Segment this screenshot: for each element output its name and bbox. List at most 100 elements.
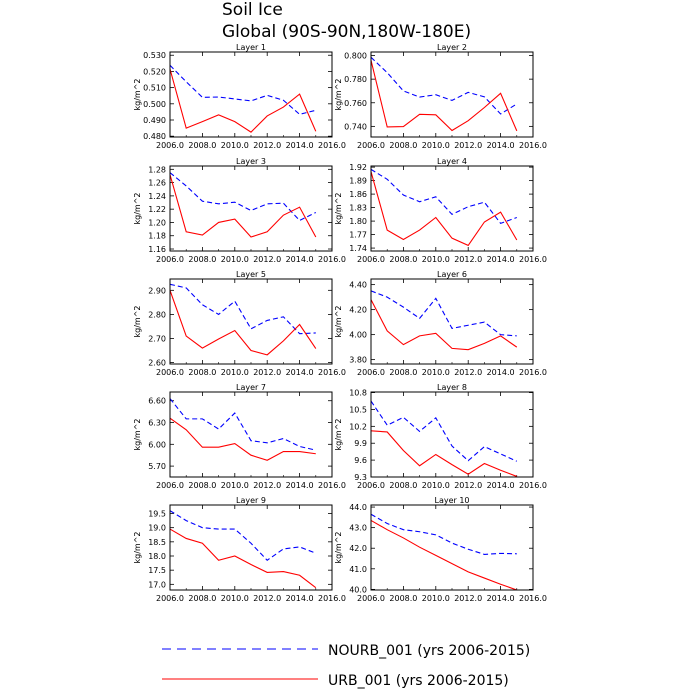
- y-tick-label: 17.5: [148, 566, 166, 575]
- x-tick-label: 2008.0: [188, 594, 216, 603]
- y-tick-label: 1.28: [148, 165, 166, 174]
- x-tick-label: 2016.0: [318, 368, 346, 377]
- x-tick-label: 2016.0: [519, 594, 547, 603]
- x-tick-label: 2014.0: [487, 368, 515, 377]
- x-tick-label: 2010.0: [221, 368, 249, 377]
- x-tick-label: 2014.0: [487, 481, 515, 490]
- y-tick-label: 0.480: [143, 132, 166, 141]
- x-tick-label: 2012.0: [454, 481, 482, 490]
- y-tick-label: 6.00: [148, 440, 166, 449]
- panel-layer-4: Layer 4 kg/m^2 2006.0 2008.0 2010.0 2012.0 201…: [334, 157, 547, 264]
- series-line-urb: [370, 430, 517, 477]
- panel-title: Layer 5: [236, 270, 266, 279]
- series-line-nourb: [169, 510, 316, 561]
- x-tick-label: 2006.0: [156, 141, 184, 150]
- x-tick-label: 2012.0: [253, 255, 281, 264]
- y-tick-label: 4.00: [349, 331, 367, 340]
- x-tick-label: 2008.0: [188, 481, 216, 490]
- y-tick-label: 9.9: [354, 439, 367, 448]
- x-tick-label: 2010.0: [221, 594, 249, 603]
- x-tick-label: 2016.0: [318, 481, 346, 490]
- x-tick-label: 2010.0: [221, 255, 249, 264]
- panel-title: Layer 4: [437, 157, 467, 166]
- panels: Layer 1 kg/m^2 2006.0 2008.0 2010.0 2012.0 201…: [133, 43, 547, 603]
- x-tick-label: 2016.0: [519, 255, 547, 264]
- series-line-urb: [370, 171, 518, 247]
- y-axis-label: kg/m^2: [334, 193, 343, 225]
- y-tick-label: 1.18: [148, 232, 166, 241]
- plot-frame: [169, 391, 333, 478]
- panel-layer-3: Layer 3 kg/m^2 2006.0 2008.0 2010.0 2012.0 201…: [133, 157, 346, 264]
- x-tick-label: 2010.0: [422, 141, 450, 150]
- x-tick-label: 2016.0: [318, 594, 346, 603]
- y-tick-label: 1.24: [148, 192, 166, 201]
- x-tick-label: 2016.0: [519, 481, 547, 490]
- y-tick-label: 0.530: [143, 51, 166, 60]
- panel-layer-5: Layer 5 kg/m^2 2006.0 2008.0 2010.0 2012.0 201…: [133, 270, 346, 377]
- x-tick-label: 2008.0: [389, 594, 417, 603]
- y-tick-label: 1.74: [349, 244, 367, 253]
- panel-title: Layer 9: [236, 496, 266, 505]
- y-tick-label: 1.89: [349, 177, 367, 186]
- figure-subtitle: Global (90S-90N,180W-180E): [222, 22, 471, 42]
- x-tick-label: 2006.0: [357, 481, 385, 490]
- plot-frame: [370, 391, 534, 478]
- x-tick-label: 2016.0: [519, 141, 547, 150]
- x-tick-label: 2010.0: [422, 481, 450, 490]
- x-tick-label: 2010.0: [221, 141, 249, 150]
- x-tick-label: 2008.0: [389, 141, 417, 150]
- x-tick-label: 2008.0: [389, 481, 417, 490]
- series-line-nourb: [169, 398, 316, 451]
- x-tick-label: 2014.0: [487, 594, 515, 603]
- y-tick-label: 10.2: [349, 422, 367, 431]
- y-tick-label: 9.6: [354, 456, 367, 465]
- y-tick-label: 0.490: [143, 116, 166, 125]
- series-line-nourb: [370, 400, 518, 462]
- x-tick-label: 2016.0: [318, 141, 346, 150]
- series-line-urb: [370, 60, 518, 132]
- y-tick-label: 1.83: [349, 204, 367, 213]
- x-tick-label: 2010.0: [221, 481, 249, 490]
- y-tick-label: 0.780: [344, 75, 367, 84]
- series-line-nourb: [169, 283, 316, 335]
- series-line-nourb: [370, 168, 517, 224]
- series-line-urb: [169, 174, 317, 238]
- y-axis-label: kg/m^2: [133, 306, 142, 338]
- y-axis-label: kg/m^2: [133, 532, 142, 564]
- y-tick-label: 10.8: [349, 389, 367, 398]
- y-tick-label: 2.60: [148, 359, 166, 368]
- panel-layer-6: Layer 6 kg/m^2 2006.0 2008.0 2010.0 2012.0 201…: [334, 270, 547, 377]
- x-tick-label: 2014.0: [286, 481, 314, 490]
- plot-frame: [169, 504, 333, 591]
- x-tick-label: 2008.0: [188, 141, 216, 150]
- y-tick-label: 2.80: [148, 310, 166, 319]
- y-tick-label: 6.60: [148, 397, 166, 406]
- x-tick-label: 2012.0: [253, 141, 281, 150]
- panel-title: Layer 1: [236, 43, 266, 52]
- x-tick-label: 2006.0: [357, 255, 385, 264]
- panel-title: Layer 10: [434, 496, 469, 505]
- y-tick-label: 19.0: [148, 524, 166, 533]
- x-tick-label: 2012.0: [253, 481, 281, 490]
- panel-title: Layer 7: [236, 383, 266, 392]
- plot-frame: [169, 278, 333, 365]
- x-tick-label: 2014.0: [487, 141, 515, 150]
- y-tick-label: 0.800: [344, 52, 367, 61]
- y-axis-label: kg/m^2: [133, 419, 142, 451]
- panel-title: Layer 6: [437, 270, 467, 279]
- y-tick-label: 1.16: [148, 245, 166, 254]
- series-line-nourb: [370, 290, 517, 337]
- panel-layer-1: Layer 1 kg/m^2 2006.0 2008.0 2010.0 2012.0 201…: [133, 43, 346, 150]
- panel-title: Layer 3: [236, 157, 266, 166]
- y-axis-label: kg/m^2: [133, 79, 142, 111]
- x-tick-label: 2014.0: [286, 368, 314, 377]
- series-line-urb: [169, 417, 316, 461]
- x-tick-label: 2012.0: [454, 141, 482, 150]
- x-tick-label: 2010.0: [422, 368, 450, 377]
- y-tick-label: 10.5: [349, 405, 367, 414]
- x-tick-label: 2016.0: [318, 255, 346, 264]
- panel-layer-10: Layer 10 kg/m^2 2006.0 2008.0 2010.0 2012.0 20…: [334, 496, 547, 603]
- panel-layer-8: Layer 8 kg/m^2 2006.0 2008.0 2010.0 2012.0 201…: [334, 383, 547, 490]
- x-tick-label: 2014.0: [286, 255, 314, 264]
- series-line-urb: [169, 290, 317, 356]
